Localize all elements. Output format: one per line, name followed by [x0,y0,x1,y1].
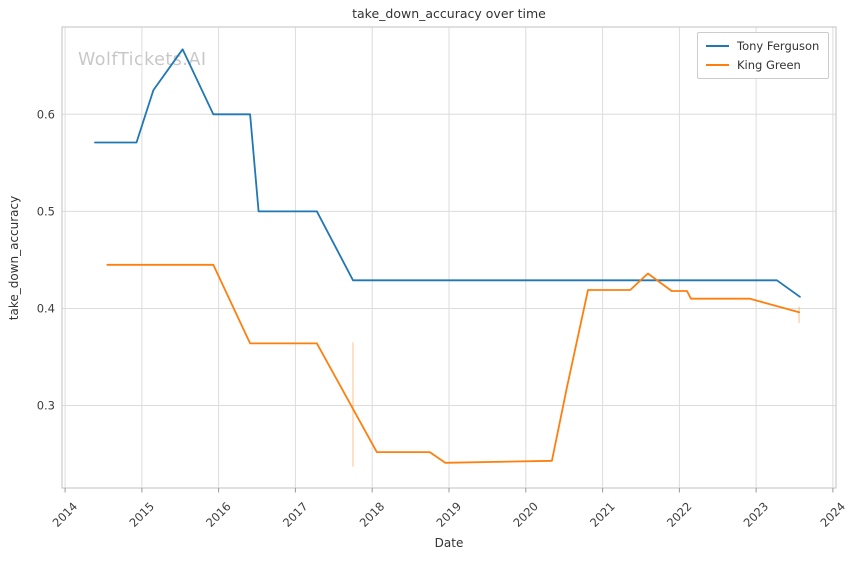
legend-item-tony-ferguson: Tony Ferguson [706,39,819,53]
legend-line-swatch-orange [706,63,729,67]
x-tick-label: 2022 [664,499,695,530]
x-tick-label: 2019 [434,499,465,530]
x-tick-label: 2015 [126,499,157,530]
chart-title: take_down_accuracy over time [352,6,546,21]
legend-line-swatch-blue [706,44,729,48]
x-tick-label: 2023 [741,499,772,530]
x-tick-label: 2024 [817,499,848,530]
legend-label: King Green [737,58,801,72]
legend-item-king-green: King Green [706,58,819,72]
y-tick-label: 0.3 [37,399,55,413]
x-tick-label: 2017 [280,499,311,530]
y-tick-label: 0.4 [37,302,55,316]
series-line-king-green [106,263,800,464]
y-tick-label: 0.5 [37,204,55,218]
y-tick-label: 0.6 [37,107,55,121]
y-axis-label: take_down_accuracy [7,195,21,321]
x-tick-label: 2018 [357,499,388,530]
x-tick-label: 2014 [50,499,81,530]
legend: Tony Ferguson King Green [697,32,830,79]
legend-label: Tony Ferguson [737,39,820,53]
x-tick-label: 2020 [510,499,541,530]
series-line-tony-ferguson [94,48,801,298]
x-tick-label: 2016 [203,499,234,530]
x-axis-label: Date [434,536,464,550]
x-tick-label: 2021 [587,499,618,530]
